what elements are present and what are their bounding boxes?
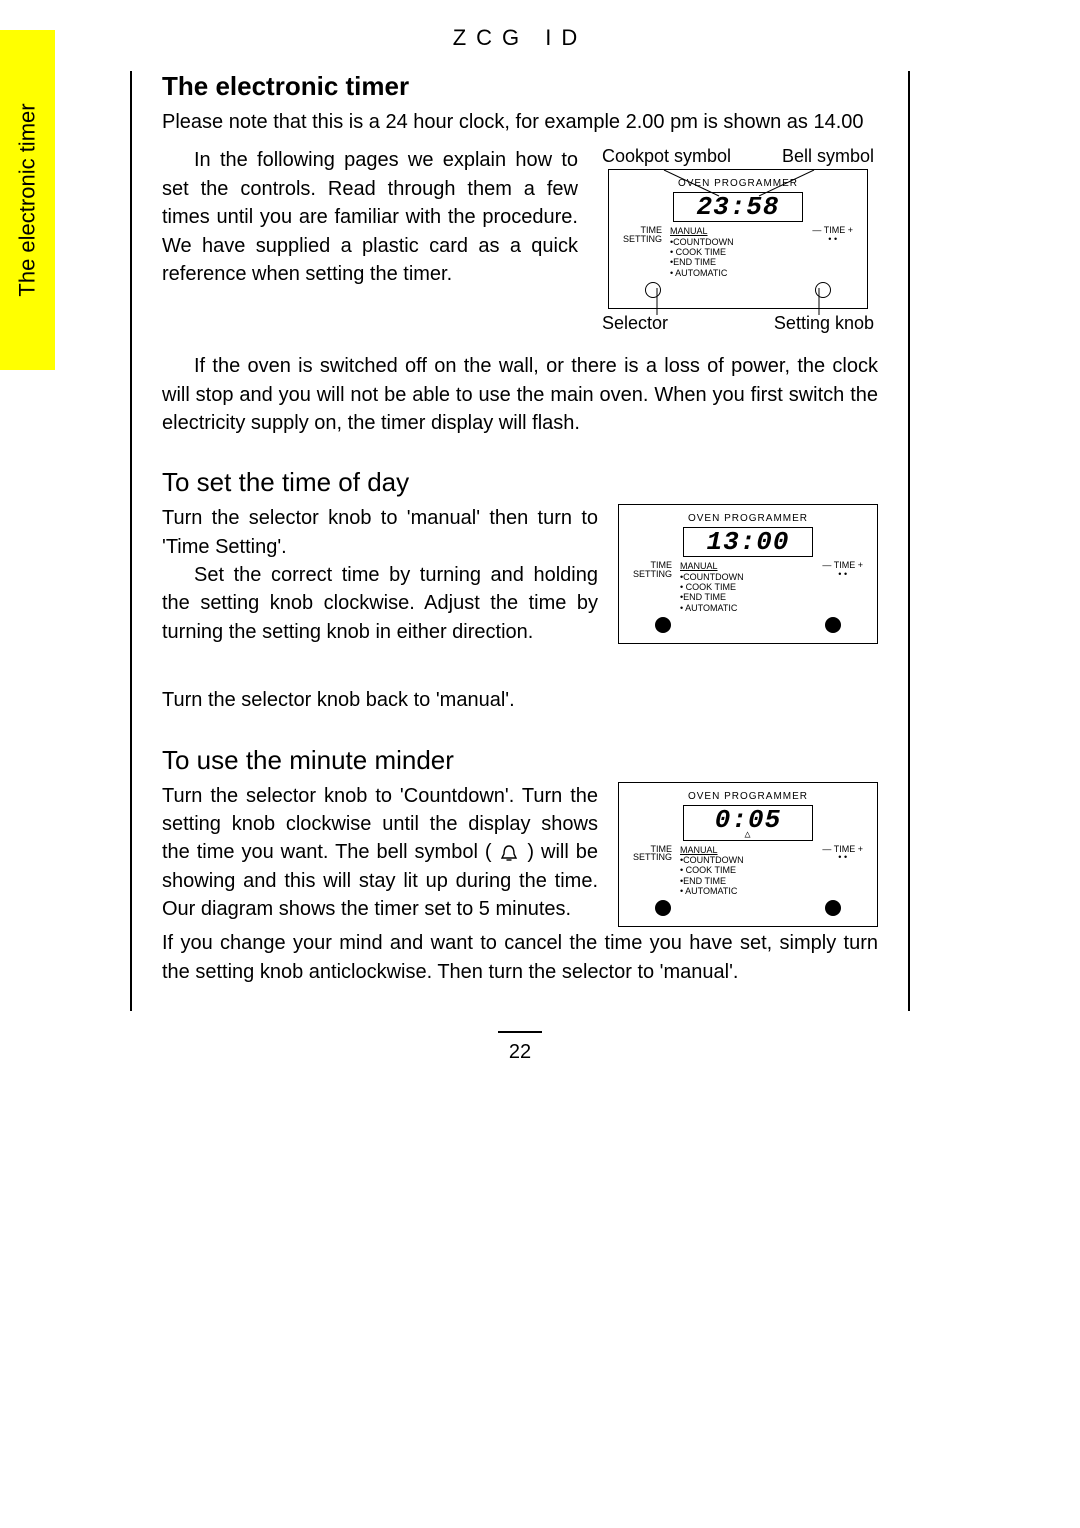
section-minute-p2: If you change your mind and want to canc… <box>162 929 878 986</box>
prog-label-3: OVEN PROGRAMMER <box>627 791 869 802</box>
selector-knob-3 <box>655 900 671 916</box>
selector-knob-2 <box>655 617 671 633</box>
section-time-p3: Turn the selector knob back to 'manual'. <box>162 686 878 714</box>
setting-knob-2 <box>825 617 841 633</box>
page-number: 22 <box>130 1031 910 1064</box>
intro-power: If the oven is switched off on the wall,… <box>162 352 878 437</box>
side-tab-label: The electronic timer <box>15 103 41 296</box>
diagram-1: Cookpot symbol Bell symbol OVEN PROGRAMM… <box>598 146 878 334</box>
section-time-title: To set the time of day <box>162 467 878 498</box>
section-time-p1: Turn the selector knob to 'manual' then … <box>162 504 598 561</box>
intro-note: Please note that this is a 24 hour clock… <box>162 108 878 136</box>
ctrl-right-2: — TIME + • • <box>822 561 863 578</box>
setting-knob-1 <box>815 282 831 298</box>
ctrl-mid-2: MANUAL •COUNTDOWN • COOK TIME •END TIME … <box>672 561 822 613</box>
callout-setting-knob: Setting knob <box>774 313 874 334</box>
ctrl-left-3: TIME SETTING <box>633 845 672 862</box>
callout-selector: Selector <box>602 313 668 334</box>
section-minute-title: To use the minute minder <box>162 745 878 776</box>
callout-bell: Bell symbol <box>782 146 874 167</box>
ctrl-right-3: — TIME + • • <box>822 845 863 862</box>
diagram-2: OVEN PROGRAMMER 13:00 TIME SETTING MANUA… <box>618 504 878 646</box>
bell-icon <box>498 844 520 862</box>
side-tab: The electronic timer <box>0 30 55 370</box>
lcd-1: 23:58 <box>673 192 803 222</box>
ctrl-left-2: TIME SETTING <box>633 561 672 578</box>
selector-knob-1 <box>645 282 661 298</box>
main-column: The electronic timer Please note that th… <box>130 71 910 1011</box>
ctrl-mid-3: MANUAL •COUNTDOWN • COOK TIME •END TIME … <box>672 845 822 897</box>
ctrl-left-1: TIME SETTING <box>623 226 662 243</box>
setting-knob-3 <box>825 900 841 916</box>
ctrl-right-1: — TIME + • • <box>812 226 853 243</box>
intro-explain: In the following pages we explain how to… <box>162 146 578 288</box>
prog-label-2: OVEN PROGRAMMER <box>627 513 869 524</box>
diagram-3: OVEN PROGRAMMER 0:05 △ TIME SETTING MANU… <box>618 782 878 928</box>
lcd-3: 0:05 △ <box>683 805 813 841</box>
page-content: ZCG ID The electronic timer Please note … <box>130 25 910 1064</box>
prog-label-1: OVEN PROGRAMMER <box>617 178 859 189</box>
lcd-bell-icon: △ <box>684 833 812 839</box>
ctrl-mid-1: MANUAL •COUNTDOWN • COOK TIME •END TIME … <box>662 226 812 278</box>
lcd-2: 13:00 <box>683 527 813 557</box>
page-title: The electronic timer <box>162 71 878 102</box>
section-minute-p1: Turn the selector knob to 'Countdown'. T… <box>162 782 598 924</box>
section-time-p2: Set the correct time by turning and hold… <box>162 561 598 646</box>
callout-cookpot: Cookpot symbol <box>602 146 731 167</box>
header-code: ZCG ID <box>130 25 910 51</box>
